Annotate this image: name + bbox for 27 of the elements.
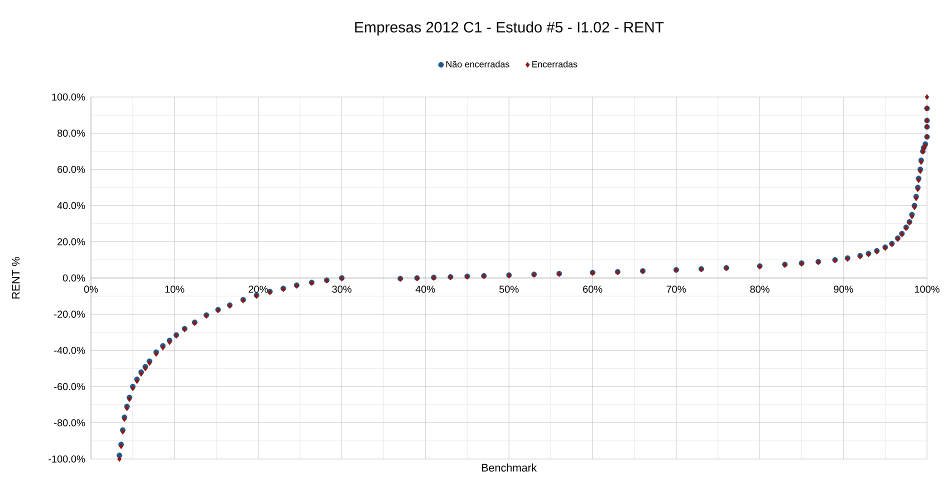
x-tick-label: 60% <box>583 286 602 293</box>
x-tick-label: 40% <box>416 286 436 293</box>
x-tick-label: 20% <box>248 286 268 293</box>
y-tick-label: 0.0% <box>62 274 85 282</box>
y-tick-label: -80.0% <box>54 419 85 426</box>
y-axis-title: RENT % <box>12 257 20 298</box>
y-tick-label: 100.0% <box>52 93 85 101</box>
y-tick-label: 80.0% <box>57 130 85 137</box>
x-tick-label: 0% <box>84 286 98 293</box>
legend-label: Encerradas <box>532 60 578 68</box>
y-tick-label: 60.0% <box>58 166 85 173</box>
x-tick-label: 90% <box>834 286 854 293</box>
chart-title: Empresas 2012 C1 - Estudo #5 - I1.02 - RENT <box>355 22 664 36</box>
x-tick-label: 50% <box>499 286 519 293</box>
legend-label: Não encerradas <box>446 60 510 68</box>
y-tick-label: -40.0% <box>54 346 85 354</box>
y-tick-label: 40.0% <box>57 202 85 210</box>
x-tick-label: 100% <box>914 286 940 293</box>
y-tick-label: -20.0% <box>54 310 85 318</box>
y-tick-label: -60.0% <box>54 383 85 390</box>
x-tick-label: 80% <box>750 286 770 293</box>
x-tick-label: 30% <box>332 286 352 293</box>
y-tick-label: -100.0% <box>48 455 85 463</box>
x-axis-title: Benchmark <box>482 464 537 472</box>
x-tick-label: 10% <box>165 286 184 293</box>
y-tick-label: 20.0% <box>58 238 85 246</box>
x-tick-label: 70% <box>666 286 686 293</box>
